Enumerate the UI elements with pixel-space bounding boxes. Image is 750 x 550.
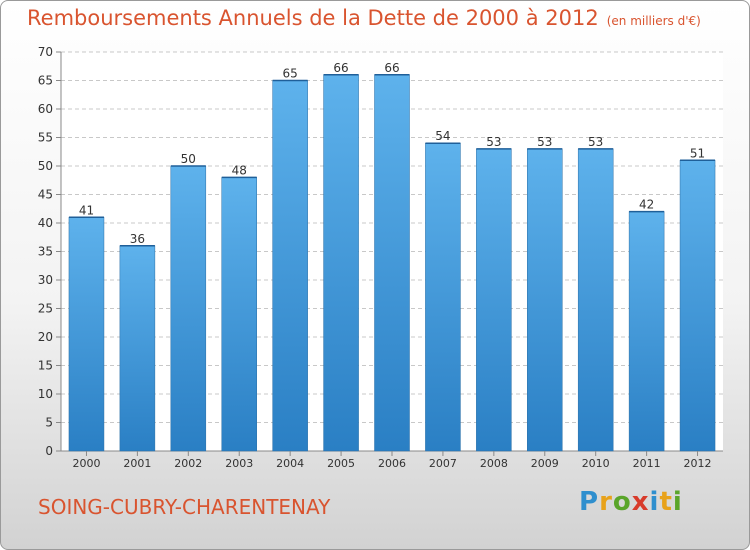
x-tick-label: 2000 [72, 457, 100, 470]
data-label: 53 [486, 135, 501, 149]
x-tick-label: 2005 [327, 457, 355, 470]
bar [374, 74, 410, 452]
x-tick-label: 2003 [225, 457, 253, 470]
logo-letter: r [599, 487, 613, 517]
logo-letter: x [631, 487, 650, 517]
bar [68, 217, 105, 452]
data-label: 53 [588, 135, 603, 149]
y-tick-label: 50 [38, 159, 53, 173]
x-tick-label: 2001 [123, 457, 151, 470]
x-tick-label: 2006 [378, 457, 406, 470]
x-tick-label: 2007 [429, 457, 457, 470]
data-label: 42 [639, 198, 654, 212]
y-tick-label: 35 [38, 245, 53, 259]
logo-letter: i [672, 487, 683, 517]
chart-title: Remboursements Annuels de la Dette de 20… [27, 6, 701, 30]
bar [119, 245, 156, 452]
y-tick-label: 55 [38, 131, 53, 145]
y-tick-label: 60 [38, 102, 53, 116]
x-tick-label: 2009 [531, 457, 559, 470]
x-tick-label: 2008 [480, 457, 508, 470]
bar [170, 165, 207, 452]
data-label: 54 [435, 129, 450, 143]
bar [527, 148, 563, 452]
data-label: 66 [384, 61, 399, 75]
bar [577, 148, 614, 452]
x-tick-label: 2010 [582, 457, 610, 470]
bar [679, 160, 716, 452]
x-tick-label: 2012 [684, 457, 712, 470]
y-tick-label: 45 [38, 188, 53, 202]
data-label: 65 [283, 67, 298, 81]
logo-letter: o [612, 487, 632, 517]
data-label: 41 [79, 203, 94, 217]
x-tick-label: 2004 [276, 457, 304, 470]
logo-letter: P [579, 487, 600, 517]
y-tick-label: 40 [38, 216, 53, 230]
proxiti-logo: Proxiti [579, 487, 683, 517]
data-label: 36 [130, 232, 145, 246]
y-tick-label: 0 [45, 444, 53, 458]
bar [272, 80, 308, 452]
data-label: 66 [333, 61, 348, 75]
x-tick-label: 2011 [633, 457, 661, 470]
x-tick-label: 2002 [174, 457, 202, 470]
y-tick-label: 10 [38, 387, 53, 401]
logo-letter: t [659, 487, 673, 517]
y-tick-label: 65 [38, 74, 53, 88]
bar [323, 74, 359, 452]
data-label: 50 [181, 152, 196, 166]
city-name: SOING-CUBRY-CHARENTENAY [38, 495, 331, 519]
title-text: Remboursements Annuels de la Dette de 20… [27, 6, 599, 30]
data-label: 51 [690, 146, 705, 160]
bar [476, 148, 512, 452]
y-tick-label: 70 [38, 45, 53, 59]
unit-label: (en milliers d'€) [606, 14, 701, 28]
y-tick-label: 25 [38, 302, 53, 316]
y-tick-label: 5 [45, 416, 53, 430]
y-tick-label: 15 [38, 359, 53, 373]
bar [628, 211, 665, 452]
y-tick-label: 20 [38, 330, 53, 344]
bar [221, 177, 257, 452]
logo-letter: i [649, 487, 660, 517]
bar [425, 142, 461, 452]
data-label: 53 [537, 135, 552, 149]
data-label: 48 [232, 163, 247, 177]
y-tick-label: 30 [38, 273, 53, 287]
